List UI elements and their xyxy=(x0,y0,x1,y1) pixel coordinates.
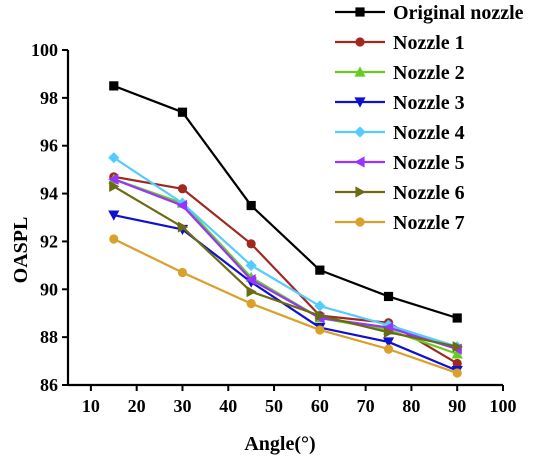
data-point xyxy=(451,348,463,359)
data-point xyxy=(314,300,326,312)
data-point xyxy=(108,210,120,221)
data-point xyxy=(315,310,326,322)
legend: Original nozzle Nozzle 1 Nozzle 2 Nozzle 3 N… xyxy=(335,2,524,234)
series-line xyxy=(113,214,458,372)
legend-marker xyxy=(354,126,366,138)
legend-label: Nozzle 5 xyxy=(393,152,465,174)
legend-label: Original nozzle xyxy=(393,2,524,24)
data-point xyxy=(246,286,257,298)
legend-marker xyxy=(355,37,365,47)
data-point xyxy=(177,221,189,233)
y-tick-label: 86 xyxy=(40,375,58,395)
data-point xyxy=(246,299,256,309)
data-point xyxy=(315,325,325,335)
legend-item: Nozzle 2 xyxy=(335,62,465,84)
legend-marker xyxy=(355,217,365,227)
data-point xyxy=(452,341,463,353)
legend-item: Original nozzle xyxy=(335,2,524,24)
data-point xyxy=(452,313,462,323)
x-tick-label: 60 xyxy=(311,396,329,416)
legend-item: Nozzle 4 xyxy=(335,122,465,144)
y-tick-label: 98 xyxy=(40,88,58,108)
data-point xyxy=(109,234,119,244)
y-tick-label: 94 xyxy=(40,184,58,204)
x-tick-label: 50 xyxy=(265,396,283,416)
legend-label: Nozzle 7 xyxy=(393,212,465,234)
series-7 xyxy=(109,180,463,353)
x-tick-label: 70 xyxy=(357,396,375,416)
data-point xyxy=(382,337,395,348)
series-6 xyxy=(108,173,462,355)
data-point xyxy=(315,265,325,275)
x-tick-label: 80 xyxy=(402,396,420,416)
series-line xyxy=(113,178,458,351)
data-point xyxy=(108,152,120,164)
data-point xyxy=(177,267,188,278)
series-4 xyxy=(108,210,463,377)
legend-label: Nozzle 3 xyxy=(393,92,465,114)
data-point xyxy=(245,274,256,286)
data-point xyxy=(245,259,257,271)
y-tick-label: 88 xyxy=(40,327,58,347)
series-1 xyxy=(109,81,462,323)
data-point xyxy=(246,200,256,211)
legend-item: Nozzle 1 xyxy=(335,32,465,54)
data-point xyxy=(382,321,394,334)
y-axis-title: OASPL xyxy=(10,217,32,284)
legend-item: Nozzle 3 xyxy=(335,92,465,114)
data-point xyxy=(383,344,394,354)
data-point xyxy=(176,199,188,212)
legend-item: Nozzle 7 xyxy=(335,212,465,234)
legend-marker xyxy=(355,186,366,198)
data-point xyxy=(383,326,395,338)
legend-item: Nozzle 6 xyxy=(335,182,465,204)
series-8 xyxy=(109,234,462,378)
legend-label: Nozzle 1 xyxy=(393,32,465,54)
series-line xyxy=(113,156,458,348)
data-point xyxy=(109,81,119,91)
data-point xyxy=(177,184,188,194)
data-point xyxy=(452,368,462,378)
x-tick-label: 100 xyxy=(490,396,517,416)
axes: 10 20 30 40 50 60 70 80 90 100 86 88 90 92 94 96 98 100 xyxy=(31,40,517,416)
series-line xyxy=(113,178,458,355)
legend-marker xyxy=(354,156,365,168)
legend-label: Nozzle 2 xyxy=(393,62,465,84)
x-axis-title: Angle(°) xyxy=(244,433,315,455)
y-tick-label: 92 xyxy=(40,231,58,251)
legend-marker xyxy=(354,97,366,108)
legend-label: Nozzle 4 xyxy=(393,122,465,144)
data-point xyxy=(383,291,394,302)
data-point xyxy=(108,173,119,185)
x-tick-label: 30 xyxy=(173,396,191,416)
legend-item: Nozzle 5 xyxy=(335,152,465,174)
legend-label: Nozzle 6 xyxy=(393,182,465,204)
legend-marker xyxy=(355,7,365,17)
y-tick-label: 100 xyxy=(31,40,58,60)
x-tick-label: 90 xyxy=(448,396,466,416)
data-point xyxy=(109,180,120,192)
series-line xyxy=(113,84,458,320)
data-point xyxy=(452,358,462,369)
legend-marker xyxy=(354,66,366,77)
y-tick-label: 90 xyxy=(40,279,58,299)
y-tick-label: 96 xyxy=(40,136,58,156)
x-tick-label: 10 xyxy=(82,396,100,416)
series-line xyxy=(113,185,458,348)
x-tick-label: 20 xyxy=(128,396,146,416)
data-point xyxy=(177,107,188,117)
plot-area xyxy=(108,81,463,378)
series-line xyxy=(113,238,458,375)
data-point xyxy=(246,239,256,249)
x-tick-label: 40 xyxy=(219,396,237,416)
